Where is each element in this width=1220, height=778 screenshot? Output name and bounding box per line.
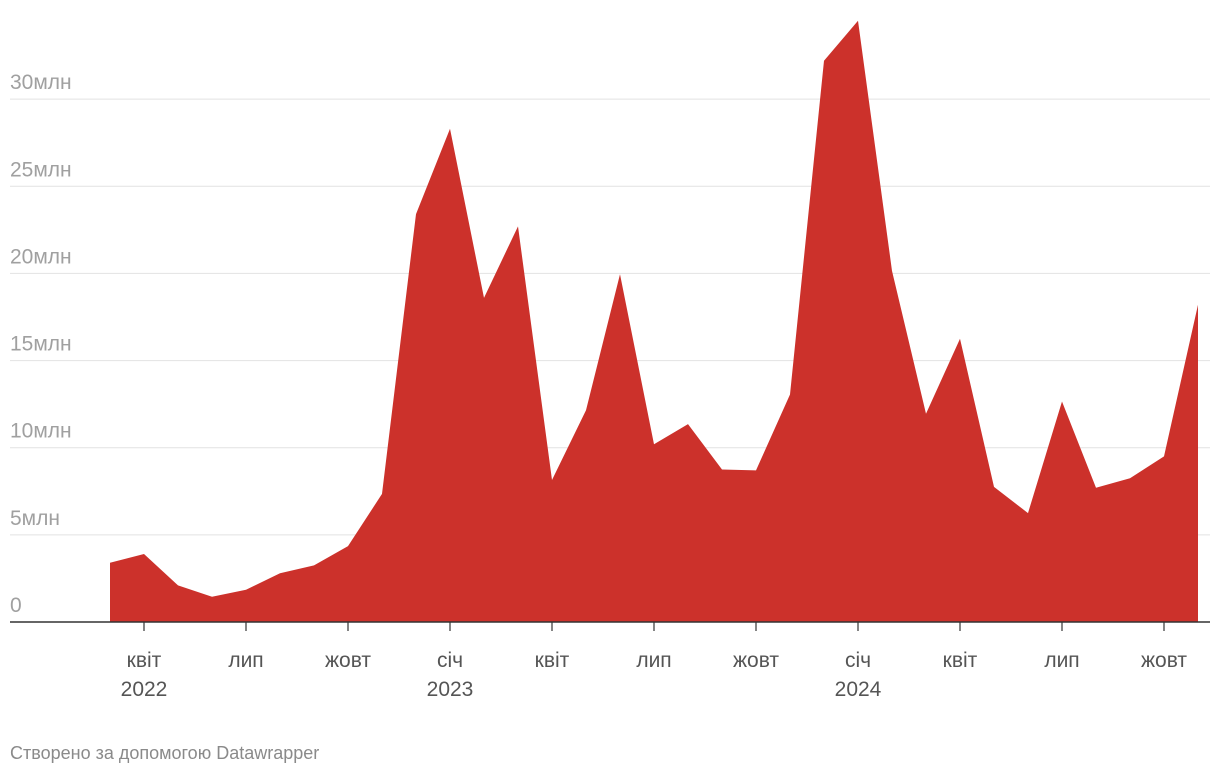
x-tick-label: жовт <box>325 649 371 672</box>
x-tick-label: лип <box>228 649 263 672</box>
x-tick-year-label: 2024 <box>835 678 882 701</box>
x-tick-label: жовт <box>733 649 779 672</box>
x-tick-year-label: 2022 <box>121 678 168 701</box>
y-tick-label: 15млн <box>10 333 72 356</box>
y-tick-label: 20млн <box>10 245 72 268</box>
y-tick-label: 0 <box>10 594 22 617</box>
y-tick-label: 30млн <box>10 71 72 94</box>
x-tick-label: жовт <box>1141 649 1187 672</box>
x-tick-year-label: 2023 <box>427 678 474 701</box>
x-tick-label: квіт <box>127 649 162 672</box>
x-tick-label: квіт <box>943 649 978 672</box>
y-tick-label: 25млн <box>10 158 72 181</box>
area-series <box>110 20 1198 622</box>
x-tick-label: січ <box>437 649 463 672</box>
x-tick-label: лип <box>1044 649 1079 672</box>
x-tick-label: лип <box>636 649 671 672</box>
x-tick-label: квіт <box>535 649 570 672</box>
y-tick-label: 5млн <box>10 507 60 530</box>
y-tick-label: 10млн <box>10 420 72 443</box>
footer-credit: Створено за допомогою Datawrapper <box>10 743 320 763</box>
x-tick-label: січ <box>845 649 871 672</box>
y-axis-labels: 0 5млн 10млн 15млн 20млн 25млн 30млн <box>10 71 72 617</box>
area-chart: 0 5млн 10млн 15млн 20млн 25млн 30млн квіт 2022 л… <box>10 20 1210 701</box>
x-axis: квіт 2022 лип жовт січ 2023 квіт лип жовт січ 2024… <box>121 622 1187 701</box>
